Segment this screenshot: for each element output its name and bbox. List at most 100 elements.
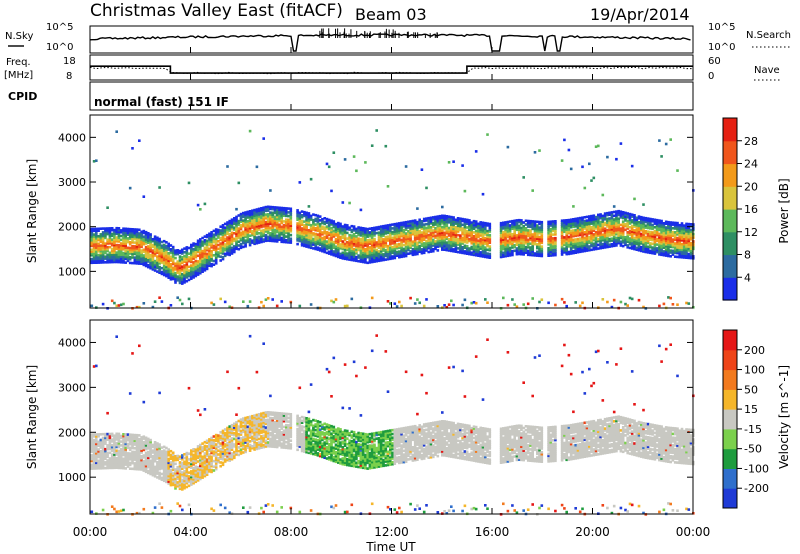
power-cell xyxy=(330,221,333,224)
velocity-cell xyxy=(115,432,118,436)
power-cell xyxy=(409,223,412,227)
power-cell xyxy=(653,218,657,222)
power-cell xyxy=(461,240,464,243)
power-cell xyxy=(597,243,600,247)
power-cell xyxy=(330,230,333,234)
power-cell xyxy=(612,220,616,223)
power-cell xyxy=(298,224,302,228)
power-cell xyxy=(651,225,654,229)
power-cell xyxy=(583,236,587,240)
power-cell xyxy=(687,235,691,239)
power-cell xyxy=(194,261,198,265)
power-cell xyxy=(368,238,372,242)
power-cell xyxy=(348,250,351,254)
power-cell xyxy=(235,217,238,220)
power-cell xyxy=(210,251,213,255)
power-cell xyxy=(373,232,376,235)
power-cell xyxy=(174,271,177,275)
power-cell xyxy=(285,220,288,223)
power-cell xyxy=(147,245,150,248)
power-cell xyxy=(151,256,155,260)
power-cell xyxy=(621,220,625,223)
power-cell xyxy=(95,231,98,234)
power-cell xyxy=(633,221,636,225)
power-cell xyxy=(619,223,623,227)
velocity-cell xyxy=(99,451,103,455)
power-cell xyxy=(615,236,618,240)
power-cell xyxy=(427,230,430,233)
power-cell xyxy=(298,226,302,230)
power-cell xyxy=(194,269,198,272)
power-cell xyxy=(484,233,487,236)
power-cell xyxy=(660,244,663,247)
power-cell xyxy=(484,298,487,301)
power-cell xyxy=(242,221,245,224)
power-cell xyxy=(502,244,505,247)
power-cell xyxy=(549,229,553,233)
power-cell xyxy=(346,254,349,257)
power-cell xyxy=(461,229,464,232)
power-cell xyxy=(190,275,193,279)
power-cell xyxy=(572,246,575,249)
power-cell xyxy=(669,221,672,224)
power-cell xyxy=(115,238,118,241)
power-cell xyxy=(318,219,322,222)
power-cell xyxy=(429,218,433,221)
power-cell xyxy=(303,233,306,236)
power-cell xyxy=(210,257,213,260)
power-cell xyxy=(228,225,231,228)
power-cell xyxy=(567,239,571,242)
power-cell xyxy=(441,214,444,218)
power-cell xyxy=(630,215,634,218)
velocity-cell xyxy=(97,450,100,453)
power-cell xyxy=(422,247,426,251)
power-cell xyxy=(649,221,652,225)
power-cell xyxy=(337,244,340,247)
power-cell xyxy=(454,246,458,250)
power-cell xyxy=(536,246,539,250)
power-cell xyxy=(160,253,164,257)
power-cell xyxy=(653,246,657,250)
power-cell xyxy=(90,257,94,261)
velocity-cell xyxy=(124,459,127,463)
power-cell xyxy=(425,232,428,235)
power-cell xyxy=(90,239,94,242)
power-cell xyxy=(407,220,410,224)
power-cell xyxy=(529,238,532,242)
power-cell xyxy=(144,247,148,251)
power-cell xyxy=(113,228,116,232)
power-cell xyxy=(205,239,209,243)
power-cell xyxy=(427,235,430,239)
power-cell xyxy=(122,302,125,306)
power-cell xyxy=(506,248,510,252)
power-cell xyxy=(504,238,507,241)
power-cell xyxy=(178,261,182,264)
power-cell xyxy=(416,243,419,246)
power-cell xyxy=(140,260,143,264)
power-cell xyxy=(325,244,329,247)
power-cell xyxy=(208,236,211,239)
power-cell xyxy=(337,227,340,230)
power-cell xyxy=(95,240,98,244)
power-cell xyxy=(608,228,611,231)
power-cell xyxy=(549,248,553,252)
power-cell xyxy=(565,226,568,230)
power-cell xyxy=(662,242,666,246)
power-cell xyxy=(413,230,417,234)
power-cell xyxy=(603,231,607,234)
velocity-cell xyxy=(106,461,109,464)
power-cell xyxy=(199,241,202,245)
velocity-cell xyxy=(92,467,96,470)
power-cell xyxy=(689,228,693,232)
velocity-cell xyxy=(99,440,103,444)
power-cell xyxy=(181,274,184,278)
power-cell xyxy=(275,230,279,234)
power-cell xyxy=(226,245,229,249)
power-cell xyxy=(574,232,577,236)
power-cell xyxy=(305,239,308,243)
velocity-cell xyxy=(117,460,121,464)
velocity-cell xyxy=(135,450,139,454)
power-cell xyxy=(273,228,277,232)
power-cell xyxy=(436,241,440,245)
